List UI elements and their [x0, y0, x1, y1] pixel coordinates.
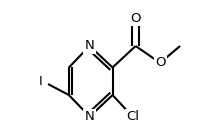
- Text: N: N: [85, 110, 94, 123]
- Text: N: N: [85, 39, 94, 52]
- Text: I: I: [39, 75, 43, 88]
- Text: Cl: Cl: [126, 110, 139, 123]
- Text: O: O: [155, 56, 165, 69]
- Text: O: O: [130, 12, 141, 25]
